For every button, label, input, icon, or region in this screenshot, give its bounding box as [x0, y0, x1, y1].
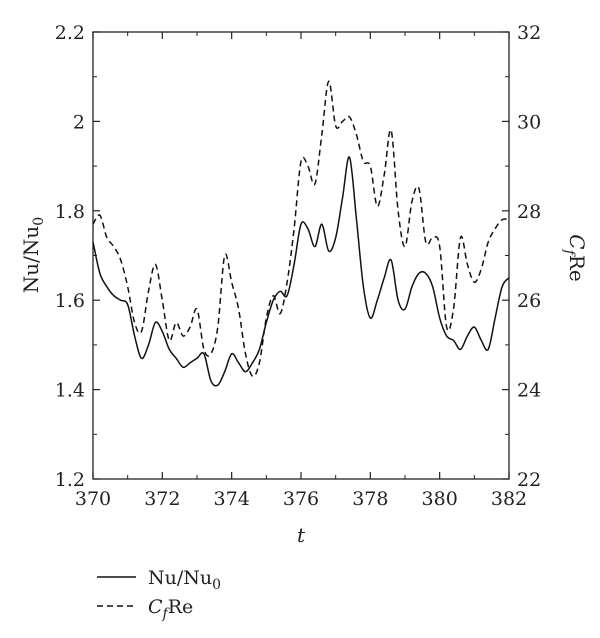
y-right-tick-label: 28 [517, 201, 541, 223]
tick-marks [92, 31, 510, 480]
x-tick-label: 372 [144, 488, 180, 510]
y-axis-right-title-c: C [565, 234, 589, 249]
series-line-nu [92, 156, 510, 387]
series-line-cfre [92, 80, 510, 378]
y-left-tick-label: 2 [73, 111, 85, 133]
legend: Nu/Nu0 CfRe [97, 567, 221, 622]
x-tick-label: 370 [75, 488, 111, 510]
x-tick-label: 376 [283, 488, 319, 510]
x-tick-label: 378 [352, 488, 388, 510]
y-left-tick-label: 1.2 [55, 469, 85, 491]
x-axis-title: t [297, 523, 306, 547]
y-right-tick-label: 32 [517, 22, 541, 44]
y-axis-left-title: Nu/Nu0 [19, 217, 47, 293]
x-tick-label: 374 [214, 488, 250, 510]
y-axis-right-title-re: Re [565, 255, 589, 282]
y-left-tick-label: 1.6 [55, 290, 85, 312]
y-axis-left-title-main: Nu/Nu [19, 226, 43, 294]
legend-label-cfre: CfRe [148, 596, 193, 622]
y-right-tick-label: 22 [517, 469, 541, 491]
x-tick-label: 380 [422, 488, 458, 510]
legend-label-nu: Nu/Nu0 [148, 567, 221, 593]
y-axis-left-title-subscript: 0 [31, 217, 47, 226]
y-left-tick-label: 2.2 [55, 22, 85, 44]
y-left-tick-label: 1.4 [55, 380, 85, 402]
y-axis-right-title: CfRe [561, 234, 589, 281]
x-tick-label: 382 [491, 488, 527, 510]
y-left-tick-label: 1.8 [55, 201, 85, 223]
plot-frame [92, 31, 510, 480]
tick-labels: 370 372 374 376 378 380 382 1.2 1.4 1.6 1.8 2 2.2 22 2… [55, 22, 541, 510]
series-lines [92, 80, 510, 387]
y-axis-right-title-subscript: f [561, 249, 577, 258]
y-right-tick-label: 26 [517, 290, 541, 312]
y-right-tick-label: 24 [517, 380, 541, 402]
y-right-tick-label: 30 [517, 111, 541, 133]
